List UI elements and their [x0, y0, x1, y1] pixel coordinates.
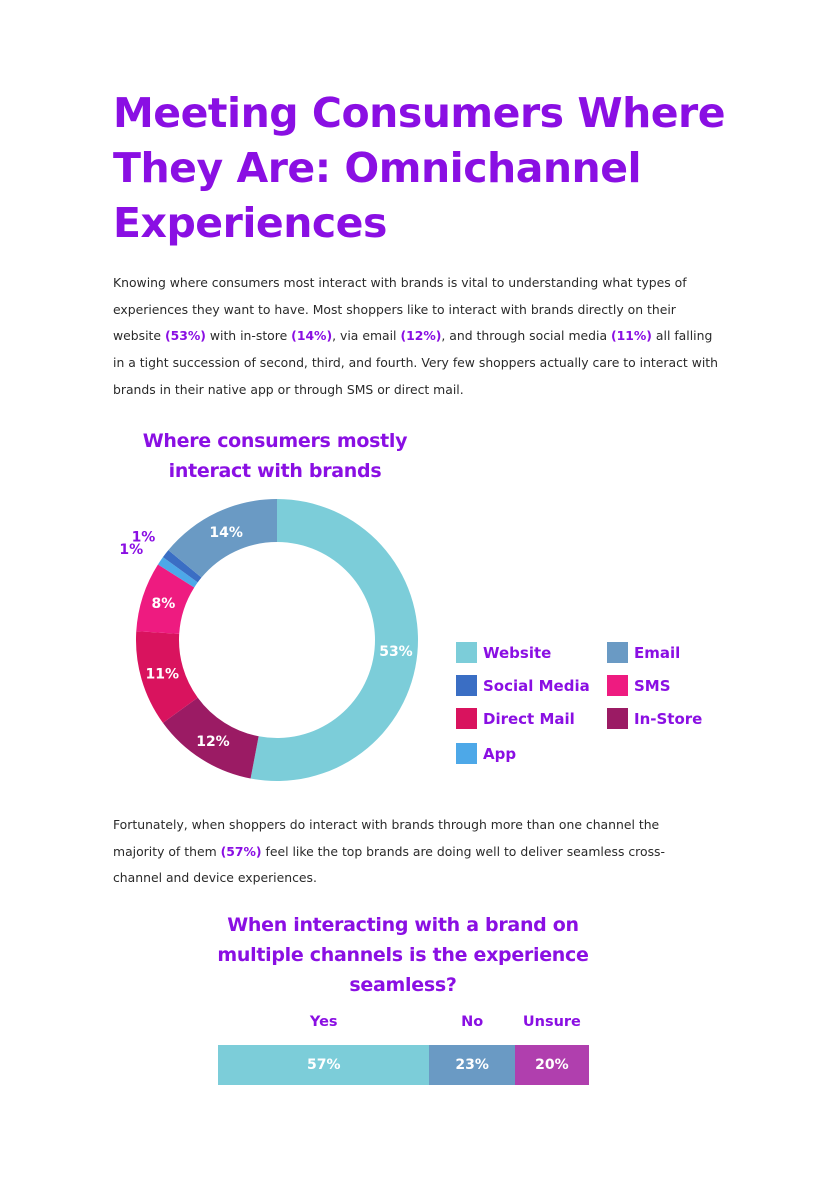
legend-item-email: Email — [607, 642, 680, 663]
bar-segment-unsure: 20% — [514, 1045, 589, 1085]
legend-swatch — [456, 743, 477, 764]
intro-paragraph: Knowing where consumers most interact wi… — [113, 270, 723, 404]
donut-data-label: 12% — [196, 734, 230, 750]
donut-slice-website — [250, 499, 418, 781]
seamless-text: Fortunately, when shoppers do interact w… — [113, 817, 660, 859]
bar-header-unsure: Unsure — [522, 1014, 581, 1030]
page-title: Meeting Consumers Where They Are: Omnich… — [113, 89, 726, 247]
intro-text: , and through social media — [441, 328, 611, 344]
donut-data-label: 53% — [379, 644, 413, 660]
stacked-bar: 57% 23% 20% — [218, 1045, 589, 1085]
legend-swatch — [607, 675, 628, 696]
bar-header-yes: Yes — [309, 1014, 338, 1030]
legend-label: App — [483, 744, 517, 763]
legend-label: SMS — [634, 676, 671, 695]
seamless-highlight: (57%) — [220, 843, 262, 859]
intro-highlight: (14%) — [291, 328, 333, 344]
donut-chart-title: Where consumers mostly interact with bra… — [142, 430, 408, 482]
donut-data-label: 1% — [119, 542, 143, 558]
donut-slice-social-media — [162, 550, 202, 583]
legend-label: Website — [483, 643, 552, 662]
legend-swatch — [456, 675, 477, 696]
legend-item-sms: SMS — [607, 675, 671, 696]
donut-slice-email — [168, 499, 277, 578]
legend-item-social-media: Social Media — [456, 675, 590, 696]
legend-swatch — [456, 642, 477, 663]
legend-item-direct-mail: Direct Mail — [456, 708, 575, 729]
donut-chart: 53% 12% 11% 8% 1%1% 14% — [119, 499, 418, 781]
donut-data-label: 1% — [132, 529, 156, 545]
intro-text: with in-store — [205, 328, 292, 344]
donut-data-label: 8% — [151, 596, 175, 612]
intro-highlight: (53%) — [164, 328, 206, 344]
donut-slice-in-store — [162, 697, 259, 779]
donut-slice-direct-mail — [136, 631, 198, 723]
legend-item-website: Website — [456, 642, 551, 663]
legend-label: Email — [634, 643, 681, 662]
donut-data-label: 11% — [145, 666, 179, 682]
intro-text: Knowing where consumers most interact wi… — [113, 275, 687, 344]
legend-label: In-Store — [634, 709, 703, 728]
donut-slice-app — [157, 557, 198, 588]
seamless-paragraph: Fortunately, when shoppers do interact w… — [113, 812, 693, 892]
bar-header-no: No — [461, 1014, 484, 1030]
legend-item-in-store: In-Store — [607, 708, 702, 729]
intro-text: all falling in a tight succession of sec… — [113, 328, 718, 397]
bar-segment-no: 23% — [429, 1045, 515, 1085]
legend-swatch — [607, 708, 628, 729]
intro-text: , via email — [332, 328, 401, 344]
bar-segment-yes: 57% — [218, 1045, 430, 1085]
seamless-text: feel like the top brands are doing well … — [113, 843, 665, 886]
legend-swatch — [456, 708, 477, 729]
donut-slice-sms — [136, 564, 195, 634]
legend-swatch — [607, 642, 628, 663]
intro-highlight: (11%) — [610, 328, 652, 344]
donut-data-label: 14% — [209, 525, 243, 541]
legend-label: Social Media — [483, 676, 590, 695]
legend-item-app: App — [456, 743, 516, 764]
intro-highlight: (12%) — [400, 328, 442, 344]
bar-chart-title: When interacting with a brand on multipl… — [217, 914, 589, 996]
legend-label: Direct Mail — [483, 709, 575, 728]
